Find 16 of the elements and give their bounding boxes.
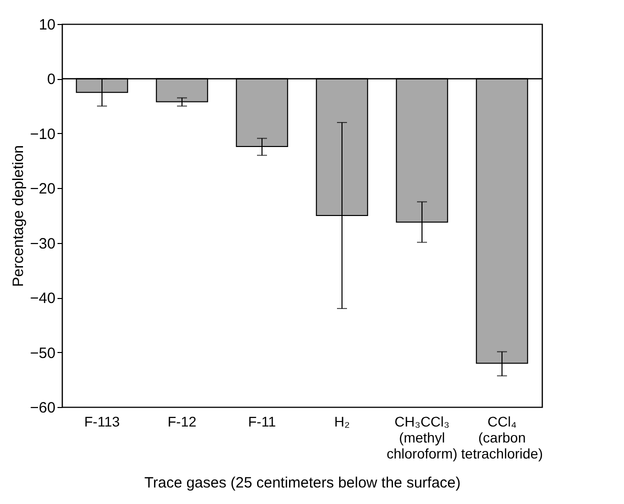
- x-tick-label: H₂: [334, 414, 350, 430]
- y-tick-label: 10: [38, 16, 56, 34]
- y-axis-title: Percentage depletion: [10, 145, 28, 287]
- x-tick-label: F-113: [84, 414, 120, 430]
- y-tick-label: −20: [30, 180, 56, 198]
- x-axis-title: Trace gases (25 centimeters below the surface): [144, 474, 461, 492]
- y-tick-label: −40: [30, 290, 56, 308]
- y-tick-label: −30: [30, 235, 56, 252]
- y-tick-label: −10: [30, 126, 56, 143]
- x-tick-label: F-12: [168, 414, 197, 430]
- y-tick-label: −60: [30, 400, 56, 416]
- x-tick-label: CCl₄ (carbon tetrachloride): [461, 414, 543, 462]
- y-tick-label: 0: [47, 71, 56, 88]
- x-tick-label: CH₃CCl₃ (methyl chloroform): [386, 414, 458, 462]
- x-tick-label: F-11: [248, 414, 276, 430]
- y-tick-label: −50: [30, 344, 56, 362]
